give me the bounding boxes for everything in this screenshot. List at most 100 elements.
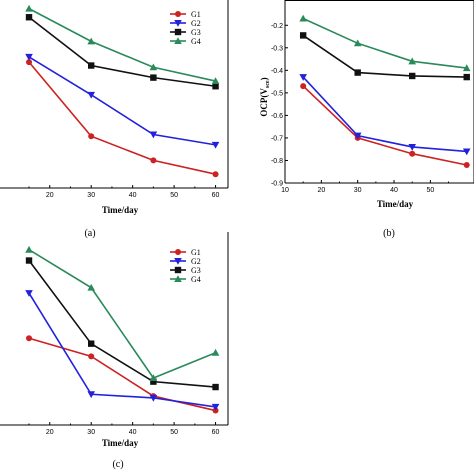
panel-c-series-g3-point bbox=[88, 340, 95, 347]
panel-c-x-tick-label: 30 bbox=[87, 429, 95, 436]
panel-a-series-g3-point bbox=[88, 62, 95, 69]
panel-c-label: (c) bbox=[112, 459, 123, 470]
panel-a-series-g4-point bbox=[211, 77, 220, 85]
panel-b-series-g1-point bbox=[409, 150, 416, 157]
panel-c-legend-g3-marker bbox=[174, 266, 182, 274]
panel-a-x-axis-label: Time/day bbox=[102, 205, 139, 215]
panel-b-y-axis-label: OCP(Vsce) bbox=[259, 77, 271, 116]
panel-b-series-g2-point bbox=[299, 74, 307, 81]
panel-c-series-g4-line bbox=[28, 249, 216, 379]
panel-c-series-g4-point bbox=[25, 245, 33, 253]
panel-b-series-g3-line bbox=[302, 34, 467, 78]
panel-b-series-g1-point bbox=[463, 161, 470, 168]
panel-c-series-g3 bbox=[25, 257, 219, 391]
panel-c-legend-g1-label: G1 bbox=[191, 248, 201, 257]
panel-a-axes: 20 30 40 50 60 bbox=[0, 0, 229, 199]
panel-c-x-axis-label: Time/day bbox=[102, 438, 139, 448]
panel-b-x-tick-label: 10 bbox=[281, 187, 289, 194]
panel-c-legend-g4-label: G4 bbox=[191, 275, 201, 284]
panel-a-series-g1-point bbox=[212, 171, 219, 178]
panel-c-series-g2-line bbox=[28, 292, 216, 408]
panel-b-x-tick-label: 40 bbox=[390, 187, 398, 194]
panel-b-y-tick-label: -0.9 bbox=[271, 181, 283, 188]
panel-b-y-axis-label-end: ) bbox=[259, 77, 269, 80]
panel-c-series-g4-point bbox=[211, 348, 220, 356]
panel-a-legend-g3-marker bbox=[174, 28, 182, 36]
panel-b-series-g1 bbox=[300, 83, 470, 168]
panel-c-series-g1-line bbox=[28, 337, 216, 412]
panel-b-x-tick-label: 30 bbox=[354, 187, 362, 194]
panel-b-series-g2-point bbox=[353, 132, 362, 140]
panel-b-label: (b) bbox=[383, 228, 395, 239]
panel-a-series-g2-point bbox=[211, 141, 220, 149]
panel-b-series-g2-point bbox=[408, 143, 417, 151]
panel-b-series-g2 bbox=[299, 74, 471, 156]
panel-a-legend-g1-label: G1 bbox=[191, 10, 201, 19]
panel-b-series-g4-line bbox=[302, 17, 467, 69]
panel-c-series-g3-point bbox=[150, 378, 157, 385]
panel-c-series-g2-point bbox=[87, 391, 95, 399]
panel-a-x-tick-label: 20 bbox=[46, 192, 54, 199]
panel-c-legend-g3-label: G3 bbox=[191, 266, 201, 275]
panel-b-y-tick-label: -0.8 bbox=[271, 158, 283, 165]
panel-c-series-g2-point bbox=[149, 394, 158, 402]
panel-c-series-g4-point bbox=[87, 283, 95, 291]
panel-a-series-g4-line bbox=[28, 7, 216, 82]
panel-a-series-g4-point bbox=[149, 63, 158, 71]
panel-b-x-tick-label: 50 bbox=[426, 187, 434, 194]
panel-a-series-g1-point bbox=[88, 133, 95, 140]
panel-a-legend-g3-label: G3 bbox=[191, 28, 201, 37]
panel-b-series-g3-point bbox=[409, 72, 416, 80]
panel-c-series-g2 bbox=[25, 290, 220, 411]
panel-c-series-g1 bbox=[26, 335, 219, 414]
panel-b-axes: 10 20 30 40 50 -0.2 -0.3 -0.4 -0.5 -0.6 -0.7 -0.8 -0… bbox=[271, 0, 474, 194]
panel-a-x-tick-label: 60 bbox=[212, 192, 220, 199]
panel-c-legend-g4-marker bbox=[174, 275, 182, 282]
panel-b-series-g1-line bbox=[302, 85, 467, 166]
panel-a-legend-g4-label: G4 bbox=[191, 37, 201, 46]
panel-a-series-g4-point bbox=[25, 4, 33, 12]
panel-b-series-g4-point bbox=[353, 39, 362, 47]
panel-c-x-tick-label: 20 bbox=[46, 429, 54, 436]
panel-a-series-g1 bbox=[26, 59, 219, 178]
panel-c-series-g4 bbox=[25, 245, 220, 382]
panel-a-series-g3 bbox=[25, 14, 219, 90]
panel-b-series-g2-line bbox=[302, 76, 467, 153]
panel-b-y-tick-label: -0.7 bbox=[271, 135, 283, 142]
panel-a-x-tick-label: 30 bbox=[87, 192, 95, 199]
panel-a-series-g2-point bbox=[25, 53, 33, 61]
panel-c-x-tick-label: 40 bbox=[129, 429, 137, 436]
panel-a-legend-g4-marker bbox=[174, 37, 182, 44]
panel-a-series-g4 bbox=[25, 4, 220, 85]
panel-a-series-g4-point bbox=[87, 37, 95, 45]
panel-c-x-tick-label: 60 bbox=[212, 429, 220, 436]
panel-c-x-tick-label: 50 bbox=[170, 429, 178, 436]
panel-c-series-g1-point bbox=[88, 353, 95, 360]
panel-a-series-g1-point bbox=[150, 157, 157, 164]
panel-a-series-g3-point bbox=[150, 74, 157, 81]
panel-a-legend-g2-label: G2 bbox=[191, 19, 201, 28]
panel-a-series-g3-line bbox=[28, 16, 216, 88]
panel-a-legend-g2-marker bbox=[174, 20, 182, 27]
panel-b-series-g4-point bbox=[299, 14, 307, 22]
panel-b-y-tick-label: -0.2 bbox=[271, 23, 283, 30]
panel-b-x-tick-label: 20 bbox=[317, 187, 325, 194]
panel-c-series-g2-point bbox=[211, 403, 220, 411]
panel-a-x-tick-label: 50 bbox=[170, 192, 178, 199]
panel-b-series-g4 bbox=[299, 14, 471, 72]
panel-b-series-g4-point bbox=[408, 57, 417, 65]
panel-b-y-tick-label: -0.6 bbox=[271, 113, 283, 120]
panel-c-axes: 20 30 40 50 60 bbox=[0, 232, 229, 436]
panel-b-series-g3 bbox=[299, 32, 470, 81]
panel-c-series-g4-point bbox=[149, 374, 158, 382]
panel-b-series-g2-point bbox=[462, 148, 471, 156]
panel-a-series-g1-line bbox=[28, 61, 216, 175]
panel-b-series-g1-point bbox=[300, 83, 307, 90]
panel-a-series-g1-point bbox=[26, 59, 33, 66]
panel-b: (b) Time/day OCP(Vsce) 10 20 30 40 50 -0.2 -0.… bbox=[259, 0, 474, 239]
panel-a-series-g3-point bbox=[25, 14, 33, 21]
panel-a-x-tick-label: 40 bbox=[129, 192, 137, 199]
